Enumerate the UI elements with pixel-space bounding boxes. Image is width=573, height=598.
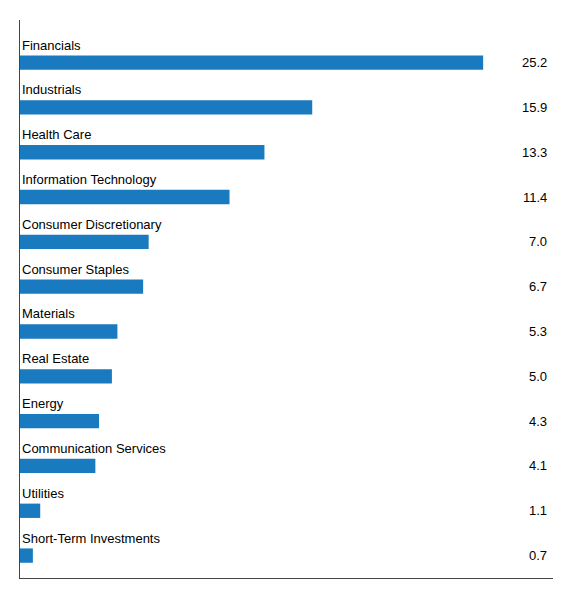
svg-text:5.3: 5.3 bbox=[529, 324, 547, 339]
svg-text:4.3: 4.3 bbox=[529, 414, 547, 429]
svg-text:15.9: 15.9 bbox=[522, 100, 547, 115]
svg-text:Consumer Discretionary: Consumer Discretionary bbox=[22, 217, 162, 232]
svg-text:6.7: 6.7 bbox=[529, 279, 547, 294]
svg-text:1.1: 1.1 bbox=[529, 503, 547, 518]
svg-text:Communication Services: Communication Services bbox=[22, 441, 166, 456]
svg-text:5.0: 5.0 bbox=[529, 369, 547, 384]
svg-text:Materials: Materials bbox=[22, 306, 75, 321]
svg-text:11.4: 11.4 bbox=[523, 190, 547, 205]
svg-text:13.3: 13.3 bbox=[522, 145, 547, 160]
svg-text:Utilities: Utilities bbox=[22, 486, 64, 501]
svg-text:25.2: 25.2 bbox=[522, 55, 547, 70]
svg-text:Real Estate: Real Estate bbox=[22, 351, 89, 366]
svg-text:Industrials: Industrials bbox=[22, 82, 82, 97]
svg-text:0.7: 0.7 bbox=[529, 548, 547, 563]
svg-text:Information Technology: Information Technology bbox=[22, 172, 157, 187]
svg-text:7.0: 7.0 bbox=[529, 234, 547, 249]
svg-text:Consumer Staples: Consumer Staples bbox=[22, 262, 129, 277]
svg-text:Energy: Energy bbox=[22, 396, 64, 411]
svg-text:4.1: 4.1 bbox=[529, 458, 547, 473]
svg-text:Health Care: Health Care bbox=[22, 127, 91, 142]
svg-text:Short-Term Investments: Short-Term Investments bbox=[22, 531, 160, 546]
svg-text:Financials: Financials bbox=[22, 38, 81, 53]
